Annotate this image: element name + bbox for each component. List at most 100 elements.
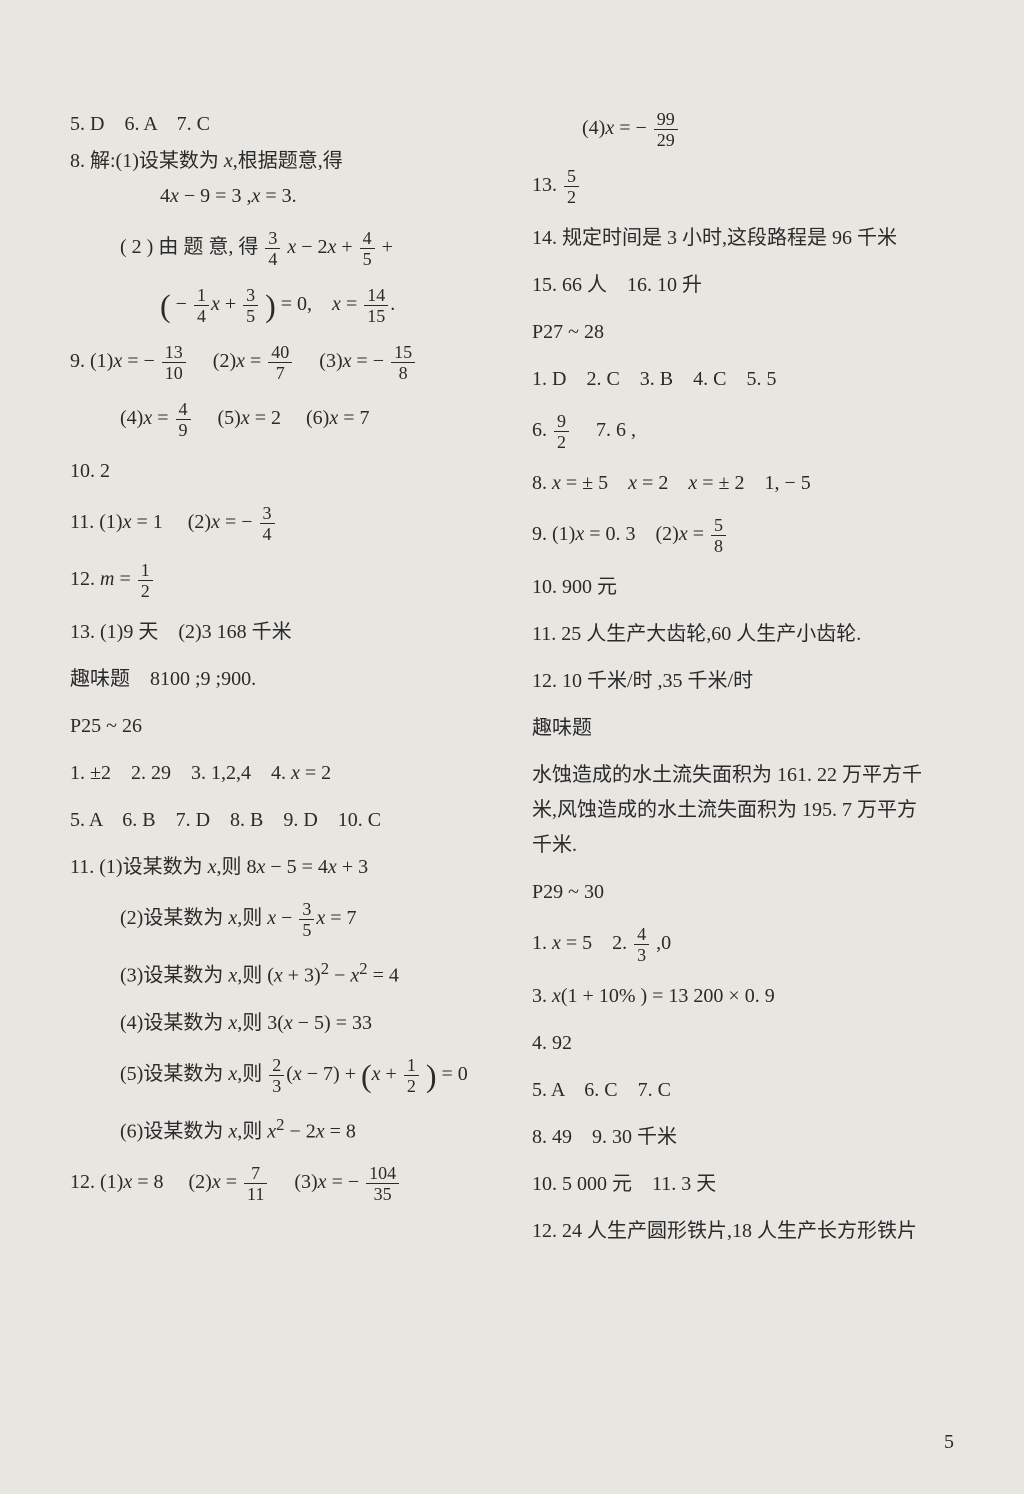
answer-line: 9. (1)x = 0. 3 (2)x = 58 bbox=[532, 516, 964, 555]
t: = ± 5 bbox=[561, 472, 628, 494]
page-number: 5 bbox=[944, 1431, 954, 1454]
answer-line: 5. A 6. C 7. C bbox=[532, 1076, 964, 1105]
answer-line: (5)设某数为 x,则 23(x − 7) + (x + 12 ) = 0 bbox=[70, 1056, 502, 1095]
answer-line: (2)设某数为 x,则 x − 35x = 7 bbox=[70, 900, 502, 939]
t: 7. 6 , bbox=[576, 419, 636, 441]
t: = 4 bbox=[368, 965, 399, 987]
t: (6)设某数为 bbox=[120, 1120, 228, 1142]
sup: 2 bbox=[359, 959, 367, 978]
t: (1 + 10% ) = 13 200 × 0. 9 bbox=[561, 985, 775, 1007]
var: x bbox=[228, 965, 237, 987]
t: = bbox=[114, 568, 135, 590]
answer-line: 9. (1)x = − 1310 (2)x = 407 (3)x = − 158 bbox=[70, 343, 502, 382]
t: ,根据题意,得 bbox=[233, 150, 343, 172]
t: = 0, bbox=[281, 293, 332, 315]
t: (2) bbox=[188, 511, 211, 533]
var: x bbox=[291, 762, 300, 784]
fraction: 45 bbox=[360, 229, 375, 268]
t: ( bbox=[286, 1063, 293, 1085]
var: x bbox=[211, 293, 220, 315]
var: x bbox=[224, 150, 233, 172]
answer-line: 10. 900 元 bbox=[532, 573, 964, 602]
var: x bbox=[328, 856, 337, 878]
fraction: 34 bbox=[260, 504, 275, 543]
var: x bbox=[628, 472, 637, 494]
var: x bbox=[236, 350, 245, 372]
var: x bbox=[284, 1012, 293, 1034]
answer-line: 4. 92 bbox=[532, 1029, 964, 1058]
t: = 3. bbox=[260, 185, 296, 207]
t: 1. ±2 2. 29 3. 1,2,4 4. bbox=[70, 762, 291, 784]
answer-line: 12. (1)x = 8 (2)x = 711 (3)x = − 10435 bbox=[70, 1164, 502, 1203]
fraction: 35 bbox=[299, 900, 314, 939]
var: x bbox=[575, 523, 584, 545]
answer-line: 12. 24 人生产圆形铁片,18 人生产长方形铁片 bbox=[532, 1217, 964, 1246]
var: x bbox=[113, 350, 122, 372]
fraction: 52 bbox=[564, 167, 579, 206]
t: (2) bbox=[213, 350, 236, 372]
var: m bbox=[100, 568, 114, 590]
var: x bbox=[318, 1171, 327, 1193]
t: (4)设某数为 bbox=[120, 1012, 228, 1034]
fraction: 12 bbox=[138, 561, 153, 600]
var: x bbox=[293, 1063, 302, 1085]
answer-line: 3. x(1 + 10% ) = 13 200 × 0. 9 bbox=[532, 982, 964, 1011]
t: = 0. 3 (2) bbox=[584, 523, 679, 545]
t: − 7) + bbox=[302, 1063, 361, 1085]
fraction: 43 bbox=[634, 925, 649, 964]
t: (2) bbox=[189, 1171, 212, 1193]
paren: ) bbox=[426, 1057, 437, 1093]
section-ref: P29 ~ 30 bbox=[532, 878, 964, 907]
fraction: 23 bbox=[269, 1056, 284, 1095]
fraction: 35 bbox=[243, 286, 258, 325]
paren: ( bbox=[361, 1057, 372, 1093]
answer-line: 10. 2 bbox=[70, 457, 502, 486]
t: = 8 bbox=[325, 1120, 356, 1142]
answer-line: 米,风蚀造成的水土流失面积为 195. 7 万平方 bbox=[532, 796, 964, 825]
t: 11. (1) bbox=[70, 511, 123, 533]
fraction: 1415 bbox=[364, 286, 388, 325]
var: x bbox=[372, 1063, 381, 1085]
t: 12. bbox=[70, 568, 100, 590]
var: x bbox=[552, 932, 561, 954]
section-ref: P27 ~ 28 bbox=[532, 318, 964, 347]
var: x bbox=[605, 117, 614, 139]
t: (2)设某数为 bbox=[120, 907, 228, 929]
answer-line: ( 2 ) 由 题 意, 得 34 x − 2x + 45 + bbox=[70, 229, 502, 268]
answer-line: 12. m = 12 bbox=[70, 561, 502, 600]
paren: ( bbox=[160, 288, 171, 324]
fraction: 158 bbox=[391, 343, 415, 382]
var: x bbox=[328, 236, 337, 258]
t: = 1 bbox=[131, 511, 162, 533]
answer-line: 5. D 6. A 7. C bbox=[70, 110, 502, 139]
t: = 7 bbox=[338, 407, 369, 429]
t: ,则 3( bbox=[237, 1012, 284, 1034]
var: x bbox=[350, 965, 359, 987]
t: + 3) bbox=[283, 965, 321, 987]
var: x bbox=[143, 407, 152, 429]
answer-line: 1. D 2. C 3. B 4. C 5. 5 bbox=[532, 365, 964, 394]
answer-line: 8. 49 9. 30 千米 bbox=[532, 1123, 964, 1152]
t: ,则 8 bbox=[216, 856, 256, 878]
var: x bbox=[552, 985, 561, 1007]
t: = 2 bbox=[637, 472, 688, 494]
t: (5) bbox=[218, 407, 241, 429]
t: (4) bbox=[582, 117, 605, 139]
var: x bbox=[170, 185, 179, 207]
var: x bbox=[211, 511, 220, 533]
t: ,则 bbox=[237, 907, 267, 929]
answer-line: 水蚀造成的水土流失面积为 161. 22 万平方千 bbox=[532, 761, 964, 790]
var: x bbox=[228, 1120, 237, 1142]
t: ( 2 ) 由 题 意, 得 bbox=[120, 236, 263, 258]
var: x bbox=[688, 472, 697, 494]
t: = 7 bbox=[325, 907, 356, 929]
answer-line: ( − 14x + 35 ) = 0, x = 1415. bbox=[70, 286, 502, 325]
right-column: (4)x = − 9929 13. 52 14. 规定时间是 3 小时,这段路程… bbox=[532, 110, 964, 1252]
answer-line: 8. x = ± 5 x = 2 x = ± 2 1, − 5 bbox=[532, 469, 964, 498]
t: (5)设某数为 bbox=[120, 1063, 228, 1085]
t: 12. (1) bbox=[70, 1171, 123, 1193]
paren: ) bbox=[265, 288, 276, 324]
section-ref: P25 ~ 26 bbox=[70, 712, 502, 741]
answer-line: 6. 92 7. 6 , bbox=[532, 412, 964, 451]
answer-line: (4)设某数为 x,则 3(x − 5) = 33 bbox=[70, 1009, 502, 1038]
